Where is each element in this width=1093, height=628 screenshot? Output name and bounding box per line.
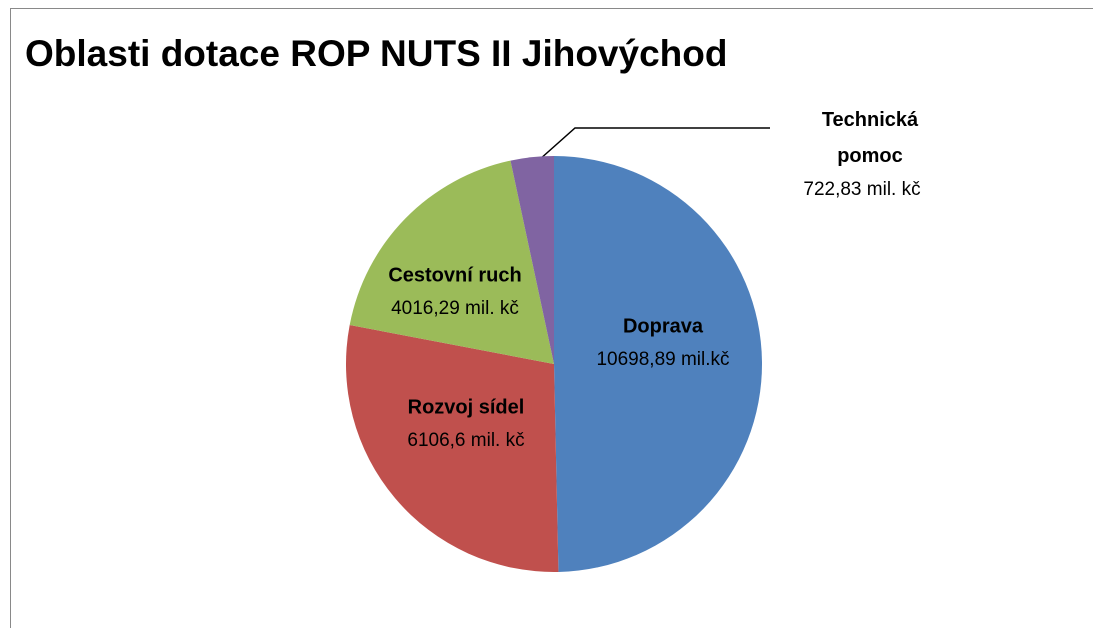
slice-label: Doprava: [623, 315, 704, 337]
leader-line: [529, 127, 770, 169]
slice-label: Technická pomoc: [822, 109, 919, 167]
value-label: 10698,89 mil.kč: [596, 349, 729, 370]
pie-slice: [510, 156, 554, 364]
value-label: 722,83 mil. kč: [803, 179, 920, 200]
slice-label: Cestovní ruch: [388, 264, 521, 286]
chart-border: [10, 8, 1093, 628]
pie-slice: [349, 160, 554, 364]
chart-title: Oblasti dotace ROP NUTS II Jihovýchod: [25, 33, 727, 74]
value-label: 6106,6 mil. kč: [407, 430, 524, 451]
pie-slice: [554, 156, 763, 572]
value-label: 4016,29 mil. kč: [391, 298, 519, 319]
pie-slice: [346, 324, 559, 572]
slice-label: Rozvoj sídel: [408, 396, 525, 418]
